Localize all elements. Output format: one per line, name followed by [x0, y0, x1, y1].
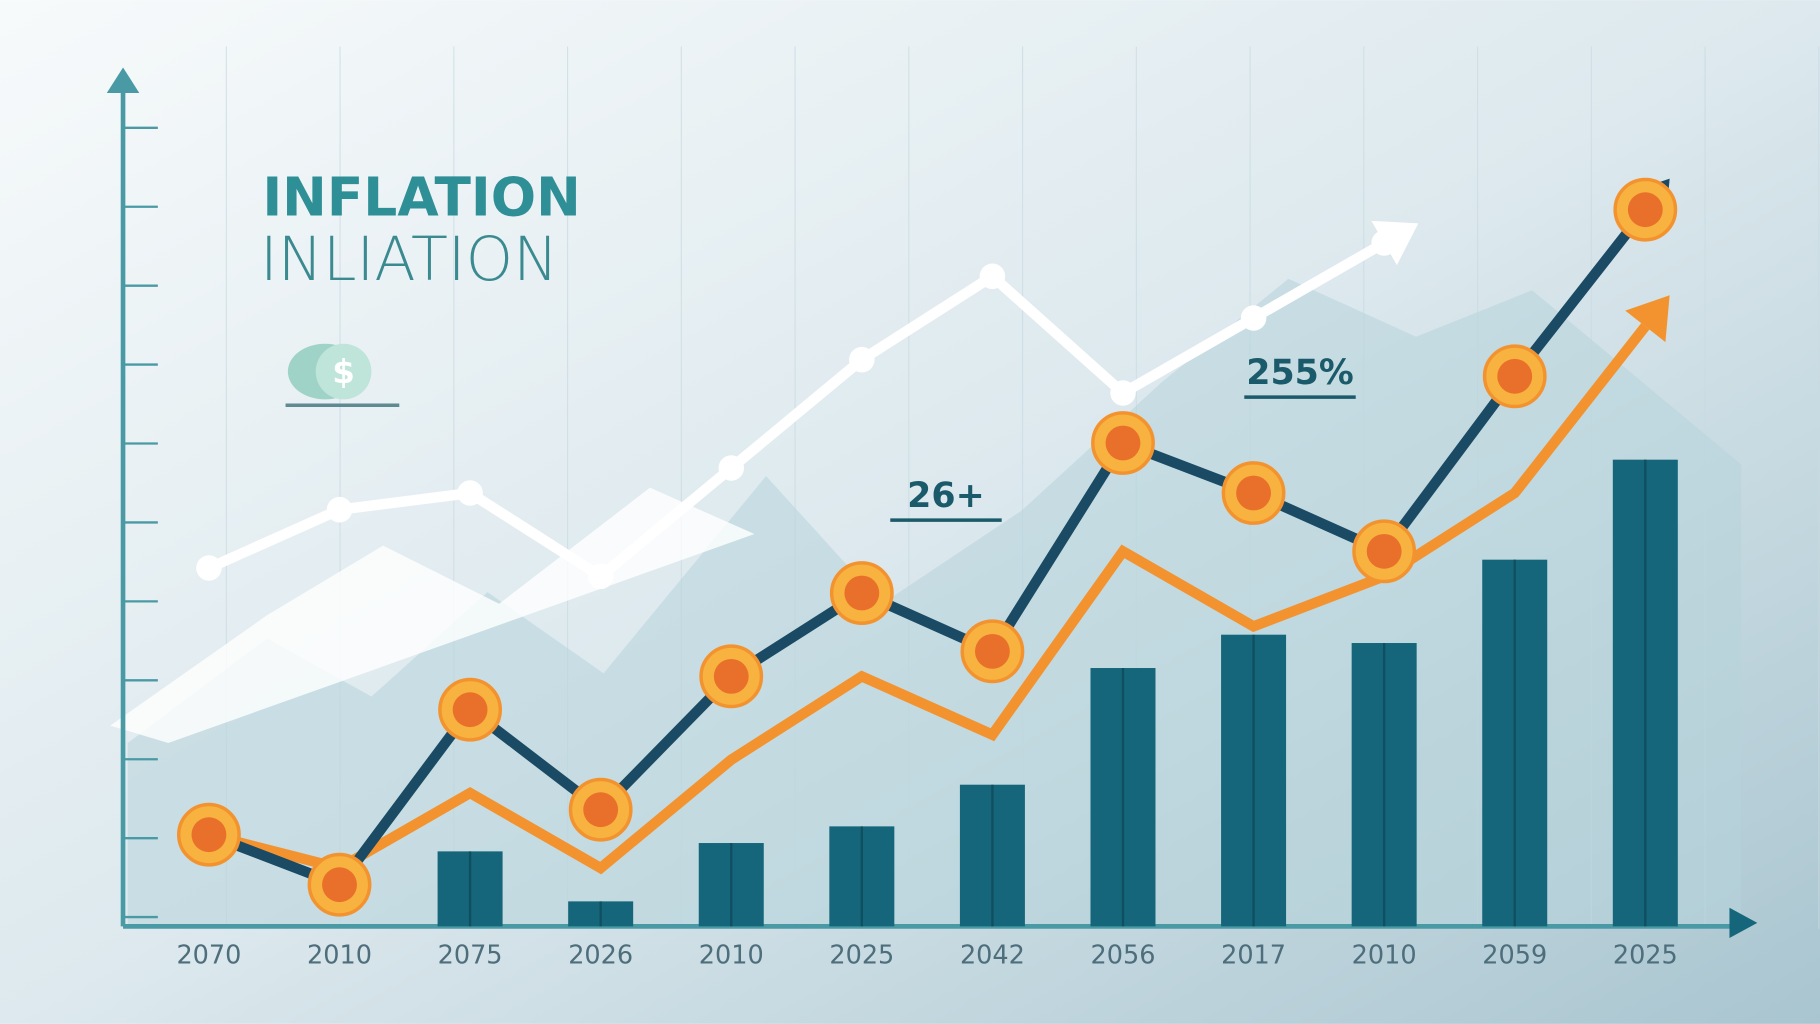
marker — [1110, 380, 1136, 406]
marker — [849, 346, 875, 373]
line-series — [206, 238, 1387, 583]
x-tick-label: 2059 — [1482, 941, 1547, 971]
x-tick-label: 2010 — [1352, 941, 1417, 971]
marker — [587, 563, 614, 590]
marker-core — [452, 692, 488, 728]
x-tick-label: 2025 — [829, 941, 894, 971]
mountain-backdrop — [127, 278, 1742, 927]
marker — [979, 263, 1006, 290]
x-tick-label: 2010 — [307, 941, 372, 971]
line-arrowhead — [1625, 295, 1670, 343]
marker — [1240, 305, 1267, 331]
marker-core — [583, 792, 619, 828]
x-tick-label: 2025 — [1613, 941, 1678, 971]
x-tick-label: 2017 — [1221, 941, 1286, 971]
x-axis-arrow — [1729, 907, 1758, 938]
x-tick-label: 2026 — [568, 941, 633, 971]
marker — [718, 455, 745, 481]
x-tick-label: 2070 — [176, 941, 241, 971]
ribbon — [110, 487, 755, 743]
coin — [315, 343, 372, 400]
marker-core — [1236, 475, 1271, 511]
annotation: 26+ — [907, 476, 985, 516]
annotation: 255% — [1246, 353, 1354, 393]
x-tick-label: 2075 — [438, 941, 503, 971]
x-tick-label: 2056 — [1091, 941, 1156, 971]
marker — [196, 555, 222, 581]
marker — [457, 480, 483, 506]
marker-core — [322, 867, 357, 903]
marker-core — [713, 658, 749, 694]
line-series — [207, 206, 1650, 891]
marker-core — [1497, 358, 1533, 394]
marker — [326, 496, 353, 523]
marker-core — [1105, 425, 1141, 461]
marker-core — [1627, 192, 1663, 228]
x-tick-label: 2010 — [699, 941, 764, 971]
chart-subtitle: INLIATION — [260, 225, 558, 295]
marker — [1371, 230, 1397, 256]
marker-core — [975, 633, 1010, 669]
x-tick-label: 2042 — [960, 941, 1025, 971]
chart-title: INFLATION — [262, 166, 580, 229]
coin-symbol: $ — [332, 353, 355, 391]
y-axis-arrow — [106, 67, 140, 93]
marker-core — [191, 817, 227, 853]
marker-core — [844, 575, 880, 611]
marker-core — [1366, 533, 1402, 569]
